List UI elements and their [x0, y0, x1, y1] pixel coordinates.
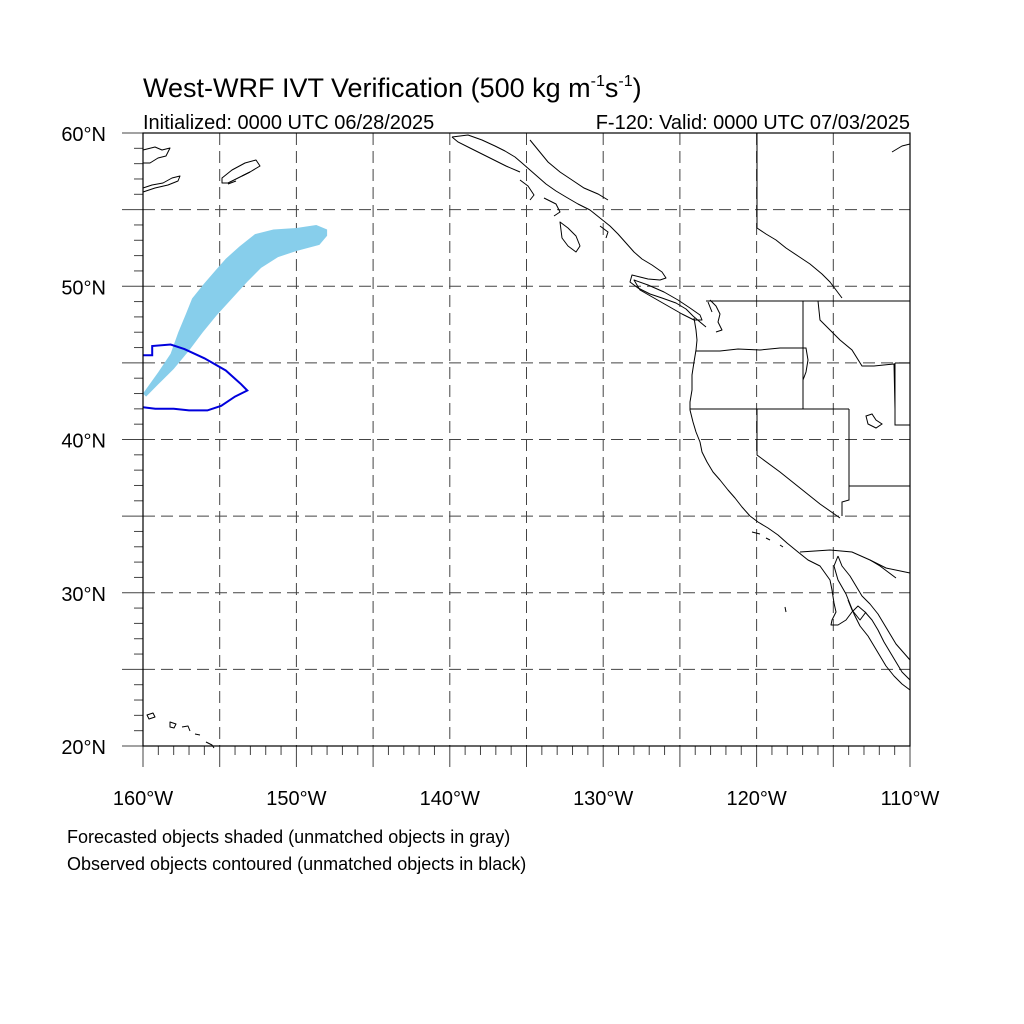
- puget-sound: [707, 299, 723, 333]
- map-title: West-WRF IVT Verification (500 kg m-1s-1…: [143, 73, 642, 103]
- forecast-ivt-object: [143, 225, 328, 397]
- channel-islands: [751, 531, 784, 548]
- longitude-label: 160°W: [113, 788, 173, 810]
- latitude-label: 50°N: [61, 277, 106, 299]
- title-sup2: -1: [618, 73, 632, 90]
- gulf-of-california-coast: [833, 555, 911, 691]
- vancouver-island: [633, 279, 703, 321]
- longitude-label: 110°W: [881, 788, 940, 810]
- valid-time-label: F-120: Valid: 0000 UTC 07/03/2025: [596, 112, 910, 134]
- wyoming-border: [894, 362, 910, 426]
- nevada-utah-border: [841, 409, 850, 516]
- longitude-label: 120°W: [726, 788, 786, 810]
- latitude-label: 30°N: [61, 584, 106, 606]
- canada-river: [756, 227, 843, 299]
- us-mexico-border: [799, 549, 911, 574]
- caption-forecast: Forecasted objects shaded (unmatched obj…: [67, 827, 510, 847]
- nevada-california-border: [756, 409, 841, 519]
- title-mid: s: [605, 73, 619, 103]
- political-boundaries: [451, 133, 911, 574]
- kodiak-island: [221, 159, 261, 184]
- guadalupe-island: [784, 606, 787, 613]
- init-time-label: Initialized: 0000 UTC 06/28/2025: [143, 112, 434, 134]
- latitude-label: 40°N: [61, 431, 106, 453]
- idaho-montana-border: [817, 300, 896, 410]
- latitude-label: 60°N: [61, 124, 106, 146]
- longitude-labels: 160°W 150°W 140°W 130°W 120°W 110°W: [113, 788, 940, 810]
- longitude-label: 150°W: [266, 788, 326, 810]
- great-salt-lake: [865, 413, 883, 429]
- washington-oregon-border: [696, 347, 809, 381]
- observed-ivt-object: [142, 343, 249, 412]
- caption-observed: Observed objects contoured (unmatched ob…: [67, 854, 526, 874]
- longitude-label: 130°W: [573, 788, 633, 810]
- hudson-coast-fragment: [891, 143, 911, 153]
- longitude-label: 140°W: [420, 788, 480, 810]
- alaska-peninsula: [142, 175, 181, 193]
- latitude-label: 20°N: [61, 737, 106, 759]
- graticule: [122, 132, 911, 767]
- us-west-coast: [689, 317, 911, 681]
- se-alaska-coast: [451, 134, 707, 328]
- alaska-small-islands: [227, 171, 251, 185]
- alaska-bc-border: [451, 136, 609, 201]
- hawaii-islands: [146, 712, 215, 749]
- title-main: West-WRF IVT Verification (500 kg m: [143, 73, 591, 103]
- alaska-coast: [142, 146, 171, 164]
- map-frame: [142, 132, 911, 747]
- title-sup1: -1: [591, 73, 605, 90]
- bc-islands: [519, 179, 609, 253]
- title-end: ): [633, 73, 642, 103]
- latitude-labels: 60°N 50°N 40°N 30°N 20°N: [61, 124, 106, 759]
